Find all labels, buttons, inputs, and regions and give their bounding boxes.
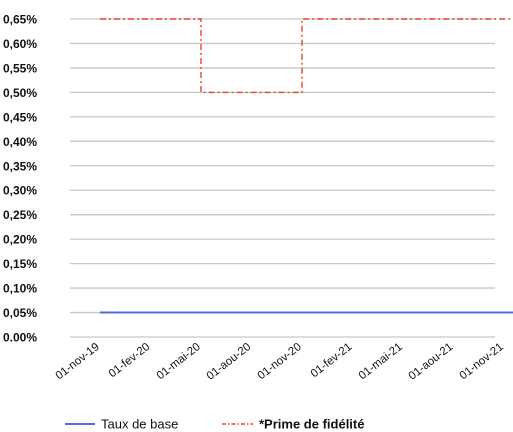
x-tick-label: 01-mai-20 xyxy=(155,341,203,382)
y-tick-label: 0,15% xyxy=(3,257,37,271)
y-tick-label: 0,55% xyxy=(3,61,37,75)
y-tick-label: 0,10% xyxy=(3,282,37,296)
legend-label: Taux de base xyxy=(101,417,178,432)
legend-label: *Prime de fidélité xyxy=(259,417,364,432)
x-axis: 01-nov-19 01-fev-20 01-mai-20 01-aou-20 01-n… xyxy=(54,341,506,383)
x-tick-label: 01-mai-21 xyxy=(357,341,405,382)
series-line-prime-de-fidelite xyxy=(100,18,513,94)
x-tick-label: 01-fev-20 xyxy=(107,341,153,380)
legend: Taux de base *Prime de fidélité xyxy=(65,417,364,432)
y-tick-label: 0,50% xyxy=(3,86,37,100)
y-tick-label: 0,40% xyxy=(3,135,37,149)
y-tick-label: 0,35% xyxy=(3,159,37,173)
y-tick-label: 0,25% xyxy=(3,208,37,222)
x-tick-label: 01-fev-21 xyxy=(309,341,355,380)
y-axis: 0.00% 0,05% 0,10% 0,15% 0,20% 0,25% 0,30% 0,35%… xyxy=(3,13,37,345)
x-tick-label: 01-aou-21 xyxy=(407,341,456,383)
x-tick-label: 01-nov-19 xyxy=(54,341,102,382)
y-tick-label: 0,20% xyxy=(3,233,37,247)
x-tick-label: 01-nov-20 xyxy=(256,341,304,382)
legend-item-prime-de-fidelite: *Prime de fidélité xyxy=(222,417,364,432)
y-tick-label: 0,05% xyxy=(3,306,37,320)
y-tick-label: 0,60% xyxy=(3,37,37,51)
x-tick-label: 01-aou-20 xyxy=(205,341,254,383)
legend-item-taux-de-base: Taux de base xyxy=(65,417,178,432)
y-tick-label: 0,65% xyxy=(3,13,37,27)
x-tick-label: 01-nov-21 xyxy=(458,341,506,382)
y-tick-label: 0,30% xyxy=(3,184,37,198)
series xyxy=(100,18,513,314)
y-tick-label: 0.00% xyxy=(3,331,37,345)
y-tick-label: 0,45% xyxy=(3,110,37,124)
grid xyxy=(70,18,495,338)
